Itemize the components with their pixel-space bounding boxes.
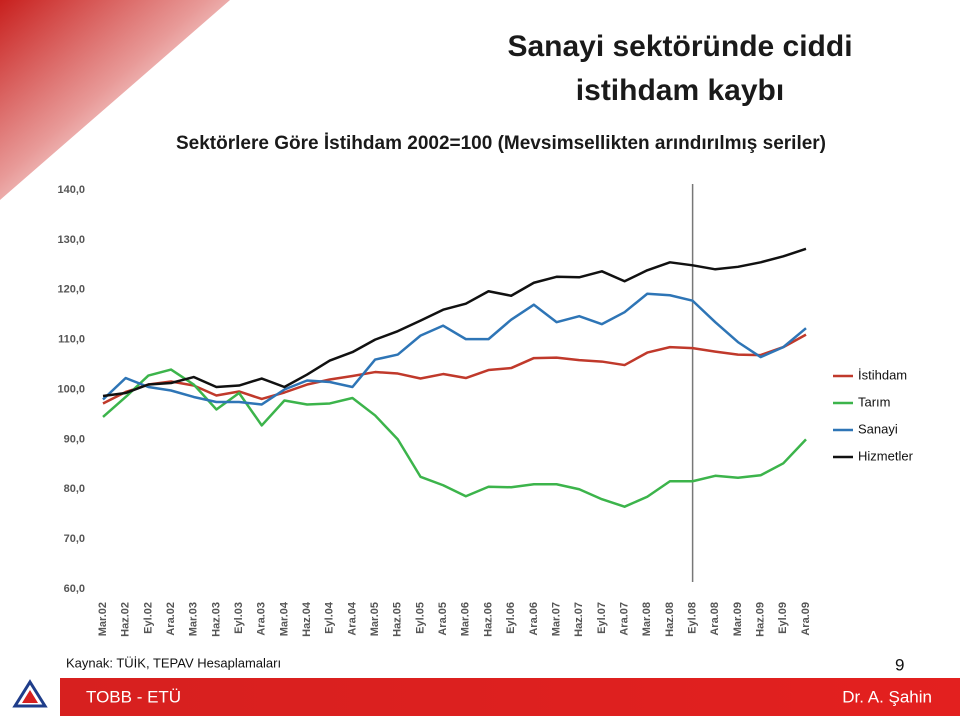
y-tick-label: 60,0 [64,583,85,595]
x-tick-label: Mar.05 [369,602,381,636]
x-tick-label: Ara.06 [528,602,540,636]
x-tick-label: Haz.07 [573,602,585,637]
x-tick-label: Mar.04 [278,601,290,636]
x-tick-label: Eyl.09 [777,602,789,634]
x-tick-label: Eyl.04 [324,601,336,634]
x-tick-label: Ara.03 [256,602,268,636]
x-tick-label: Mar.07 [550,602,562,636]
y-tick-label: 110,0 [58,334,85,346]
x-tick-label: Mar.06 [460,602,472,636]
y-tick-label: 140,0 [57,184,85,196]
x-tick-label: Mar.02 [97,602,109,636]
chart-title: Sektörlere Göre İstihdam 2002=100 (Mevsi… [176,133,826,154]
x-tick-label: Haz.06 [482,602,494,637]
series-line [102,333,807,405]
corner-decoration [0,0,230,200]
x-tick-label: Haz.02 [120,602,132,637]
y-tick-label: 100,0 [57,383,85,395]
y-tick-label: 80,0 [64,483,85,495]
logo [22,690,38,703]
source: Kaynak: TÜİK, TEPAV Hesaplamaları [66,655,281,670]
slide-title: istihdam kaybı [576,74,784,107]
x-tick-label: Eyl.08 [687,602,699,634]
series-line [102,292,807,406]
x-tick-label: Haz.03 [210,602,222,637]
x-tick-label: Ara.05 [437,602,449,636]
x-tick-label: Haz.05 [392,602,404,637]
y-tick-label: 120,0 [57,284,85,296]
x-tick-label: Eyl.07 [596,602,608,634]
y-tick-label: 70,0 [64,533,85,545]
x-tick-label: Ara.04 [346,601,358,636]
logo [12,679,48,708]
x-tick-label: Ara.09 [800,602,812,636]
legend-label: Sanayi [858,421,898,436]
x-tick-label: Mar.09 [732,602,744,636]
x-tick-label: Eyl.02 [142,602,154,634]
legend-label: Hizmetler [858,448,914,463]
page-number: 9 [895,655,904,674]
footer-right: Dr. A. Şahin [842,687,932,706]
x-tick-label: Ara.08 [709,602,721,636]
y-tick-label: 130,0 [57,234,85,246]
x-tick-label: Ara.07 [618,602,630,636]
series-line [102,247,807,398]
x-tick-label: Haz.04 [301,601,313,637]
x-tick-label: Mar.03 [188,602,200,636]
series-line [102,368,807,508]
slide-title: Sanayi sektöründe ciddi [507,30,852,63]
legend-label: İstihdam [858,367,907,382]
x-tick-label: Haz.08 [664,602,676,637]
legend-label: Tarım [858,394,891,409]
x-tick-label: Eyl.05 [414,602,426,634]
x-tick-label: Mar.08 [641,602,653,636]
x-tick-label: Haz.09 [755,602,767,637]
x-tick-label: Eyl.06 [505,602,517,634]
x-tick-label: Ara.02 [165,602,177,636]
x-tick-label: Eyl.03 [233,602,245,634]
y-tick-label: 90,0 [64,433,85,445]
footer-left: TOBB - ETÜ [86,687,181,706]
chart: 60,0 70,0 80,0 90,0 100,0 110,0 120,0 130,0 140,… [57,184,913,637]
footer-bar [0,678,960,716]
